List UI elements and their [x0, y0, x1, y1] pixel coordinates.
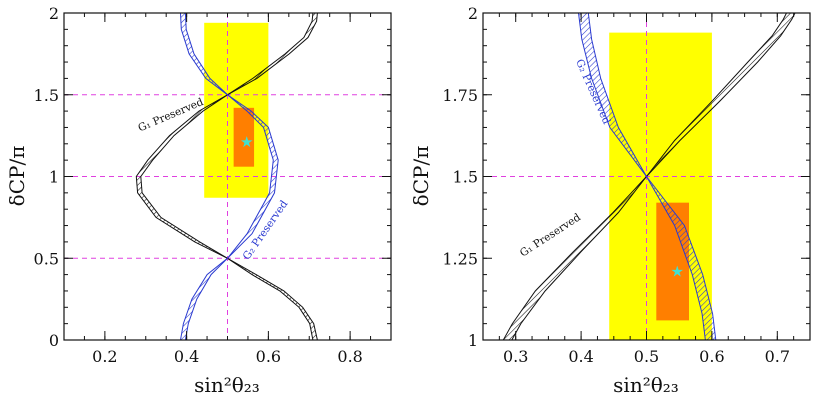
left-xtick-label: 0.8 — [337, 347, 362, 366]
right-ytick-label: 1.75 — [442, 86, 478, 105]
left-xtick-label: 0.6 — [256, 347, 281, 366]
right-best-fit-star: ★ — [671, 262, 684, 280]
right-xtick-label: 0.5 — [634, 347, 659, 366]
left-y-axis-title: δCP/π — [5, 146, 29, 207]
right-y-axis-title: δCP/π — [409, 146, 433, 207]
right-g1-band — [503, 13, 795, 340]
left-g1-edge-outer — [135, 13, 318, 340]
left-xtick-label: 0.4 — [174, 347, 199, 366]
right-g2-band — [578, 13, 716, 340]
left-xtick-labels: 0.2 0.4 0.6 0.8 — [92, 347, 363, 366]
left-g2-band — [180, 13, 279, 340]
right-ticks — [482, 12, 811, 341]
right-xtick-label: 0.3 — [503, 347, 528, 366]
left-1sigma-region — [233, 107, 255, 167]
left-x-axis-title: sin²θ₂₃ — [194, 373, 260, 397]
left-ticks — [63, 12, 392, 341]
right-xtick-label: 0.7 — [765, 347, 790, 366]
left-ytick-labels: 0 0.5 1 1.5 2 — [34, 4, 59, 350]
left-g2-edge-outer — [180, 13, 279, 340]
right-ytick-labels: 1 1.25 1.5 1.75 2 — [442, 4, 478, 350]
left-xtick-label: 0.2 — [92, 347, 117, 366]
right-ytick-label: 1.25 — [442, 249, 478, 268]
right-ytick-label: 1.5 — [453, 168, 478, 187]
right-panel: ★ 0.3 0.4 0.5 0.6 0.7 11.251.51.752 G₁ Prese… — [409, 4, 811, 397]
left-ytick-label: 0.5 — [34, 249, 59, 268]
left-reference-lines — [64, 13, 391, 340]
left-g2-edge-inner — [184, 13, 274, 340]
left-panel: ★ 0.2 0.4 0.6 0.8 00.511.52 G₁ Preserved G₂… — [5, 4, 392, 397]
right-x-axis-title: sin²θ₂₃ — [613, 373, 679, 397]
left-g1-edge-inner — [140, 13, 314, 340]
right-xtick-label: 0.4 — [568, 347, 593, 366]
left-ytick-label: 1.5 — [34, 86, 59, 105]
right-ytick-label: 2 — [468, 4, 478, 23]
left-ytick-label: 0 — [49, 331, 59, 350]
left-ytick-label: 1 — [49, 168, 59, 187]
right-g2-edge-outer — [578, 13, 717, 340]
right-g1-edge-outer — [502, 13, 796, 340]
right-xtick-label: 0.6 — [699, 347, 724, 366]
left-ytick-label: 2 — [49, 4, 59, 23]
right-xtick-labels: 0.3 0.4 0.5 0.6 0.7 — [503, 347, 790, 366]
right-g1-edge-inner — [511, 13, 787, 340]
right-ytick-label: 1 — [468, 331, 478, 350]
left-best-fit-star: ★ — [240, 133, 253, 151]
